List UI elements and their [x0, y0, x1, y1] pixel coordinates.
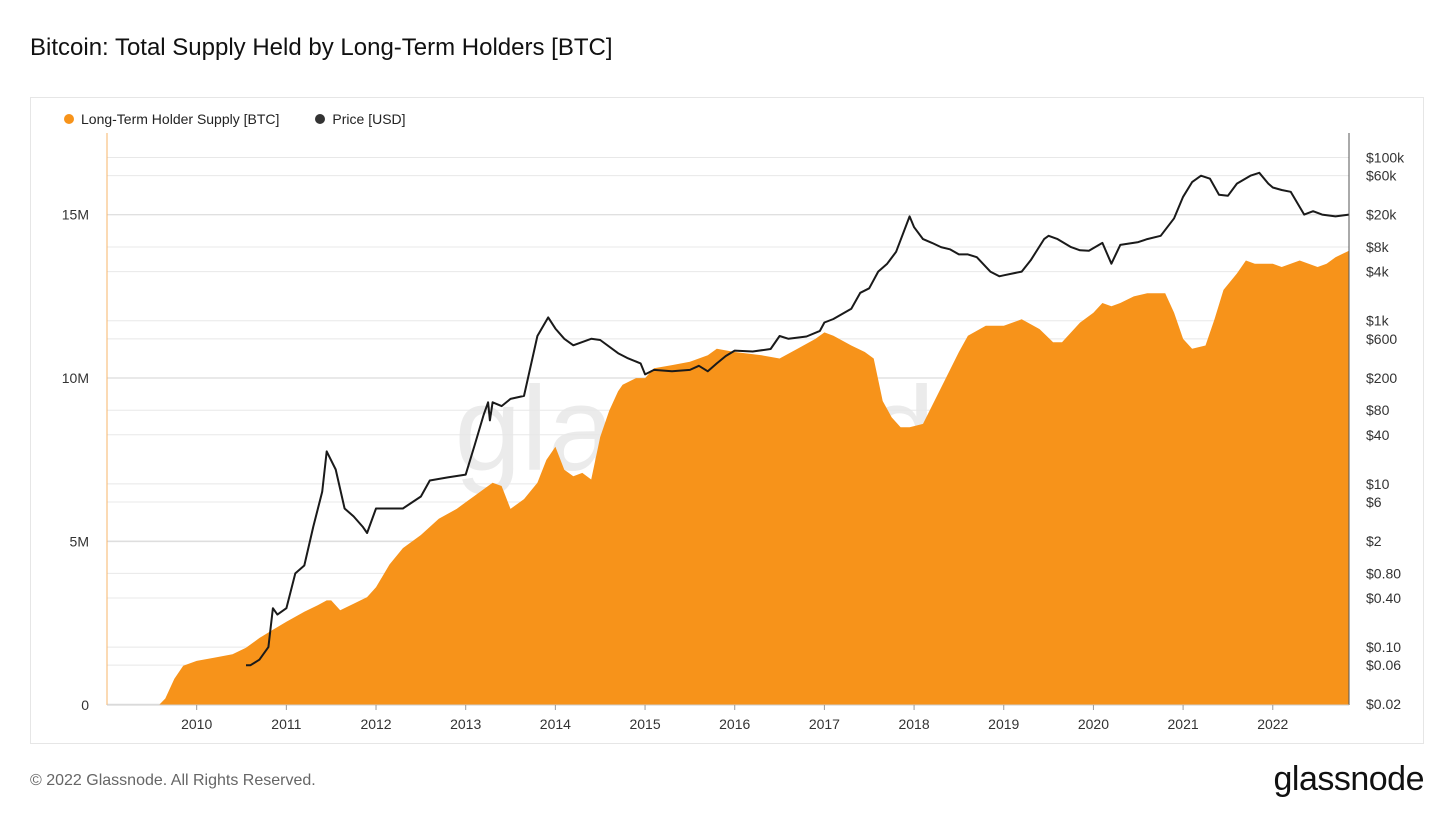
x-tick-label-5: 2015	[629, 716, 660, 732]
y-right-tick-label-7: $10	[1366, 476, 1390, 492]
chart-panel	[30, 97, 1424, 744]
chart-legend: Long-Term Holder Supply [BTC] Price [USD…	[64, 111, 406, 127]
x-tick-label-4: 2014	[540, 716, 571, 732]
y-left-tick-label-3: 15M	[62, 207, 89, 223]
y-right-tick-label-0: $0.02	[1366, 696, 1401, 712]
y-right-tick-label-6: $6	[1366, 494, 1382, 510]
x-tick-label-0: 2010	[181, 716, 212, 732]
copyright-footer: © 2022 Glassnode. All Rights Reserved.	[30, 772, 316, 789]
legend-item-supply[interactable]: Long-Term Holder Supply [BTC]	[64, 111, 279, 127]
y-right-tick-label-3: $0.40	[1366, 590, 1401, 606]
x-tick-label-12: 2022	[1257, 716, 1288, 732]
x-tick-label-3: 2013	[450, 716, 481, 732]
y-right-tick-label-15: $20k	[1366, 207, 1397, 223]
orange-dot-icon	[64, 114, 74, 124]
supply-area	[159, 250, 1349, 705]
x-tick-label-8: 2018	[898, 716, 929, 732]
legend-label-price: Price [USD]	[332, 111, 406, 127]
y-right-tick-label-17: $100k	[1366, 150, 1405, 166]
x-tick-label-7: 2017	[809, 716, 840, 732]
legend-label-supply: Long-Term Holder Supply [BTC]	[81, 111, 280, 127]
price-line	[246, 171, 1350, 667]
x-tick-label-6: 2016	[719, 716, 750, 732]
x-tick-label-9: 2019	[988, 716, 1019, 732]
y-right-tick-label-11: $600	[1366, 331, 1397, 347]
glassnode-logo: glassnode	[1273, 760, 1424, 798]
y-right-tick-label-9: $80	[1366, 402, 1390, 418]
y-left-tick-label-2: 10M	[62, 370, 89, 386]
x-tick-label-10: 2020	[1078, 716, 1109, 732]
y-right-tick-label-4: $0.80	[1366, 565, 1401, 581]
y-right-tick-label-14: $8k	[1366, 239, 1390, 255]
y-right-tick-label-10: $200	[1366, 370, 1397, 386]
y-left-tick-label-1: 5M	[70, 534, 89, 550]
y-right-tick-label-1: $0.06	[1366, 657, 1401, 673]
dark-dot-icon	[315, 114, 326, 124]
y-right-tick-label-13: $4k	[1366, 264, 1390, 280]
chart-title: Bitcoin: Total Supply Held by Long-Term …	[30, 34, 613, 61]
x-tick-label-2: 2012	[360, 716, 391, 732]
y-right-tick-label-16: $60k	[1366, 168, 1397, 184]
y-right-tick-label-12: $1k	[1366, 313, 1390, 329]
y-right-tick-label-5: $2	[1366, 533, 1382, 549]
y-left-tick-label-0: 0	[81, 697, 89, 713]
x-tick-label-1: 2011	[271, 716, 301, 732]
y-right-tick-label-2: $0.10	[1366, 639, 1401, 655]
y-right-tick-label-8: $40	[1366, 427, 1390, 443]
legend-item-price[interactable]: Price [USD]	[315, 111, 406, 127]
x-tick-label-11: 2021	[1168, 716, 1199, 732]
